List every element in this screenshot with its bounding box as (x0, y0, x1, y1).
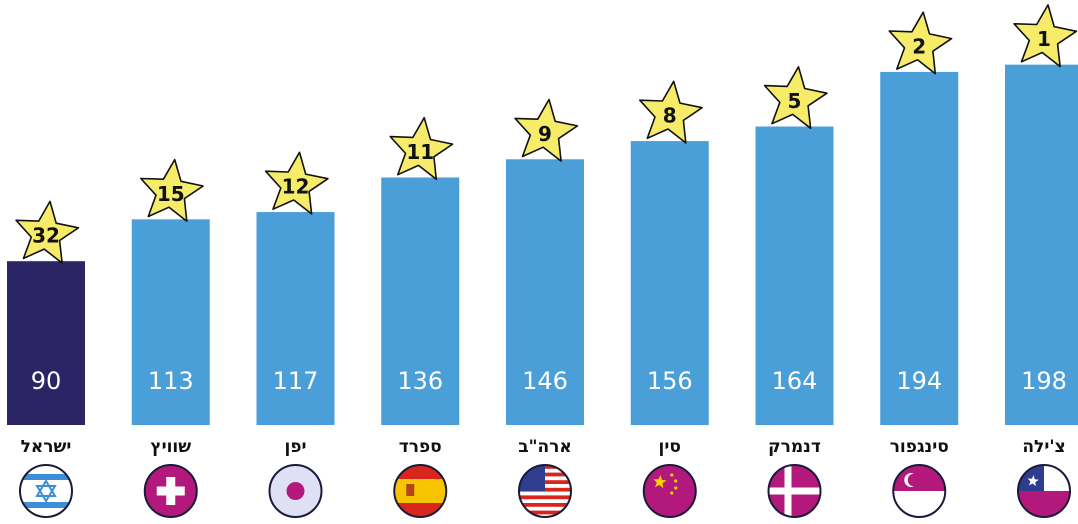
rank-star (389, 116, 454, 181)
value-label: 117 (273, 367, 319, 395)
category-label: ספרד (399, 437, 442, 457)
flag-border (268, 464, 323, 518)
flag-part (670, 491, 674, 495)
bar (880, 71, 959, 426)
flag-border (393, 464, 448, 518)
category-label: ישראל (21, 437, 72, 457)
category-label: סינגפור (890, 437, 949, 457)
flag-part (1018, 491, 1070, 517)
value-label: 90 (31, 367, 62, 395)
rank-label: 11 (406, 140, 434, 164)
flag-part (893, 491, 946, 517)
rank-star (264, 151, 329, 215)
flag-part (674, 479, 678, 483)
rank-star (888, 11, 953, 75)
flag-part (519, 495, 571, 500)
bar (381, 177, 460, 425)
rank-label: 1 (1037, 27, 1051, 51)
flag (768, 465, 821, 517)
rank-label: 15 (157, 182, 185, 206)
value-label: 113 (148, 367, 194, 395)
bar (506, 159, 584, 425)
flag-part (35, 479, 57, 497)
rank-star (763, 66, 828, 130)
bar (131, 219, 210, 425)
category-label: שוויץ (150, 437, 191, 457)
flag-part (643, 465, 696, 517)
flag (643, 465, 696, 517)
value-label: 198 (1021, 367, 1067, 395)
category-label: סין (659, 437, 681, 457)
bar (755, 126, 834, 426)
bar (7, 261, 85, 425)
flag-part (394, 479, 447, 503)
rank-star (514, 98, 579, 162)
flag (20, 465, 72, 517)
flag-border (892, 464, 947, 518)
flag-part (907, 473, 921, 487)
value-label: 146 (522, 367, 568, 395)
flag-part (20, 502, 72, 508)
flag (269, 465, 322, 517)
flag-border (19, 464, 73, 518)
value-label: 194 (896, 367, 942, 395)
flag-part (20, 474, 72, 480)
rank-star (15, 200, 80, 264)
flag-part (1027, 475, 1039, 487)
value-label: 164 (772, 367, 818, 395)
category-label: דנמרק (768, 437, 821, 457)
bar (630, 141, 709, 425)
flag-part (653, 475, 667, 489)
rank-star (638, 80, 703, 144)
flag-part (156, 486, 185, 496)
flag-part (406, 484, 415, 496)
bar (1005, 64, 1078, 425)
category-label: צ'ילה (1022, 437, 1065, 457)
flag-part (519, 503, 571, 507)
flag (519, 465, 571, 517)
flag-part (35, 485, 57, 503)
rank-star (1013, 4, 1078, 68)
flag (144, 465, 197, 517)
flag-part (674, 486, 678, 490)
flag-border (518, 464, 572, 518)
rank-label: 2 (912, 34, 926, 58)
category-label: ארה"ב (518, 437, 572, 457)
flag-part (519, 510, 571, 515)
flag-part (20, 465, 72, 517)
flag-border (767, 464, 822, 518)
category-label: יפן (284, 437, 306, 457)
rank-label: 5 (788, 89, 802, 113)
rank-star (140, 158, 204, 222)
flag-border (642, 464, 697, 518)
flag-part (768, 487, 821, 495)
flag-part (286, 482, 305, 500)
flag-border (143, 464, 198, 518)
rank-label: 9 (538, 122, 552, 146)
rank-label: 12 (282, 175, 310, 199)
rank-label: 8 (663, 104, 677, 128)
value-label: 156 (647, 367, 693, 395)
flag-part (670, 473, 674, 477)
flag-border (1017, 464, 1071, 518)
flag (394, 465, 447, 517)
rank-label: 32 (32, 224, 60, 248)
value-label: 136 (397, 367, 443, 395)
bar (256, 212, 335, 425)
